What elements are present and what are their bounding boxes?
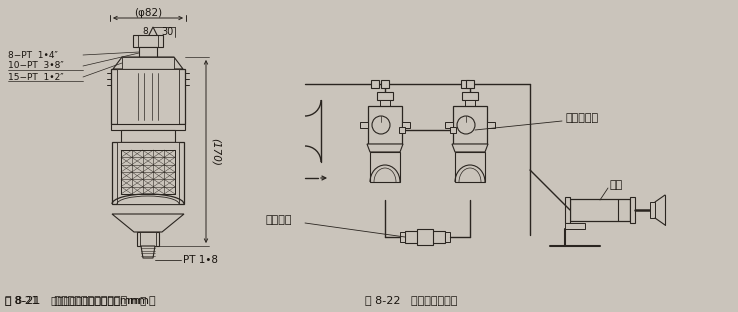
Polygon shape [367,144,403,152]
Text: 30: 30 [161,27,173,37]
Polygon shape [141,246,155,258]
Bar [455,152,485,182]
Ellipse shape [457,116,475,134]
Text: 10−PT  3•8″: 10−PT 3•8″ [8,61,63,71]
Bar [121,130,175,142]
Bar [371,80,379,88]
Bar [650,202,655,218]
Bar [368,106,402,144]
Ellipse shape [372,116,390,134]
Text: 气动阔门: 气动阔门 [265,215,292,225]
Text: 图 8-21    排水器外形尺寸（单位：mm）: 图 8-21 排水器外形尺寸（单位：mm） [5,295,146,305]
Bar [450,127,456,133]
Bar [466,80,474,88]
Bar [453,106,487,144]
Bar [117,69,179,124]
Bar [400,232,405,242]
Bar [570,199,630,221]
Bar [112,142,184,204]
Text: 8−PT  1•4″: 8−PT 1•4″ [8,51,58,60]
Bar [565,223,585,229]
Bar [565,197,570,223]
Bar [139,47,157,57]
Polygon shape [113,57,183,69]
Text: PT 1•8: PT 1•8 [183,255,218,265]
Text: (φ82): (φ82) [134,8,162,18]
Bar [380,100,390,106]
Bar [360,122,368,128]
Text: (170): (170) [211,138,221,165]
Text: 气缸: 气缸 [610,180,624,190]
Bar [381,80,389,88]
Bar [445,232,450,242]
Bar [465,100,475,106]
Bar [402,122,410,128]
Bar [487,122,495,128]
Bar [111,69,185,124]
Text: 图 8-22   气动三联件应用: 图 8-22 气动三联件应用 [365,295,458,305]
Bar [399,127,405,133]
Bar [405,231,445,243]
Bar [117,142,179,204]
Text: 气动三联件: 气动三联件 [565,113,598,123]
Bar [445,122,453,128]
Text: 8: 8 [142,27,148,37]
Bar [377,92,393,100]
Bar [122,57,174,69]
Bar [630,197,635,223]
Bar [121,150,175,194]
Bar [137,232,159,246]
Bar [140,232,156,246]
Bar [461,80,469,88]
Bar [417,229,433,245]
Bar [370,152,400,182]
Bar [111,124,185,130]
Polygon shape [112,214,184,232]
Text: 图 8-21    排水器外形尺寸（单位：mm）: 图 8-21 排水器外形尺寸（单位：mm） [5,295,156,305]
Text: 15−PT  1•2″: 15−PT 1•2″ [8,72,63,81]
Bar [133,35,163,47]
Bar [462,92,478,100]
Polygon shape [452,144,488,152]
